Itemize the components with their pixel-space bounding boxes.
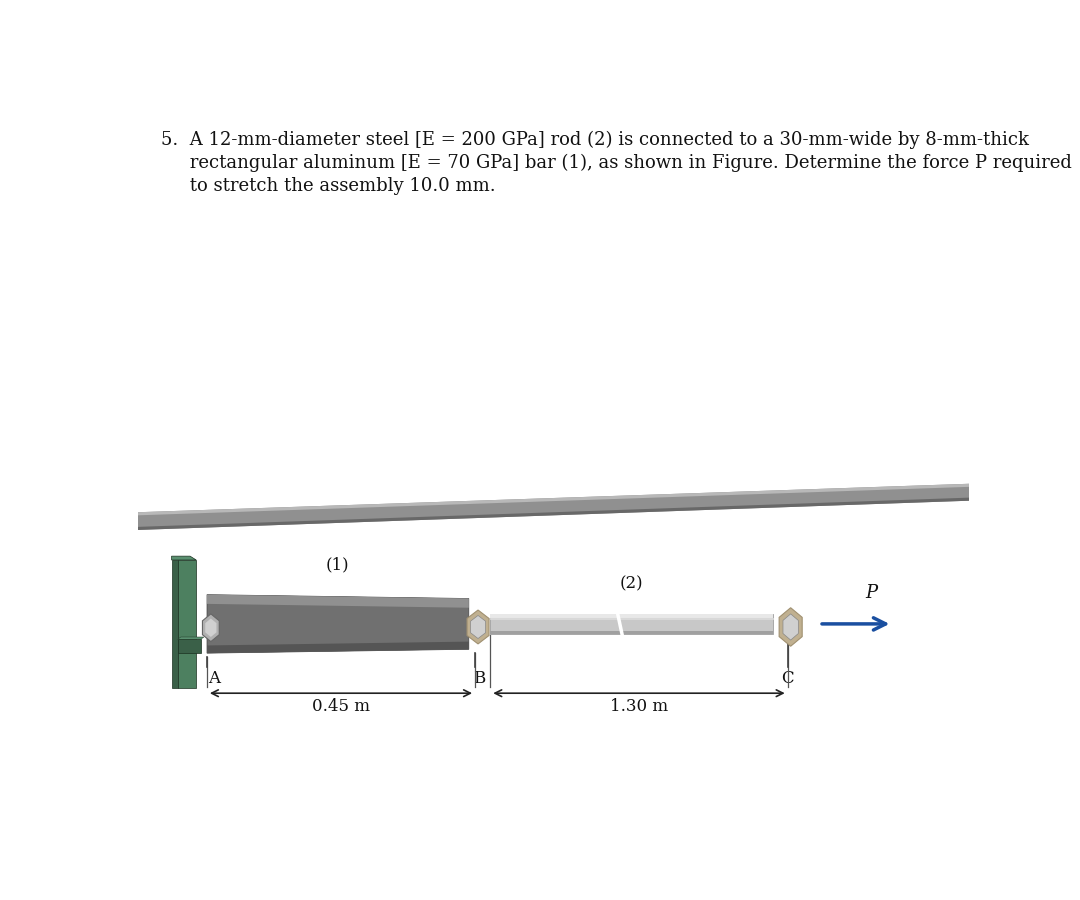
Polygon shape [172, 560, 178, 688]
Text: C: C [781, 670, 794, 687]
Polygon shape [205, 618, 216, 637]
Text: rectangular aluminum [E = 70 GPa] bar (1), as shown in Figure. Determine the for: rectangular aluminum [E = 70 GPa] bar (1… [161, 154, 1071, 173]
Text: B: B [473, 670, 485, 687]
Polygon shape [207, 595, 469, 608]
Polygon shape [783, 614, 798, 640]
Text: P: P [865, 584, 877, 602]
Text: A: A [208, 670, 220, 687]
Text: (1): (1) [326, 556, 350, 573]
Polygon shape [490, 614, 773, 617]
Polygon shape [467, 610, 489, 644]
Polygon shape [138, 484, 970, 530]
Text: to stretch the assembly 10.0 mm.: to stretch the assembly 10.0 mm. [161, 177, 496, 195]
Polygon shape [490, 631, 773, 634]
Text: 0.45 m: 0.45 m [312, 698, 370, 715]
Polygon shape [178, 560, 197, 688]
Polygon shape [490, 614, 773, 634]
Polygon shape [178, 637, 204, 639]
Polygon shape [138, 484, 970, 516]
Polygon shape [202, 614, 219, 642]
Polygon shape [779, 608, 802, 646]
Text: 5.  A 12-mm-diameter steel [E = 200 GPa] rod (2) is connected to a 30-mm-wide by: 5. A 12-mm-diameter steel [E = 200 GPa] … [161, 131, 1029, 149]
Text: (2): (2) [620, 575, 644, 592]
Polygon shape [178, 639, 201, 653]
Polygon shape [207, 595, 469, 653]
Text: 1.30 m: 1.30 m [610, 698, 669, 715]
Polygon shape [138, 498, 970, 530]
Polygon shape [207, 642, 469, 653]
Polygon shape [172, 556, 197, 560]
Polygon shape [471, 616, 486, 638]
